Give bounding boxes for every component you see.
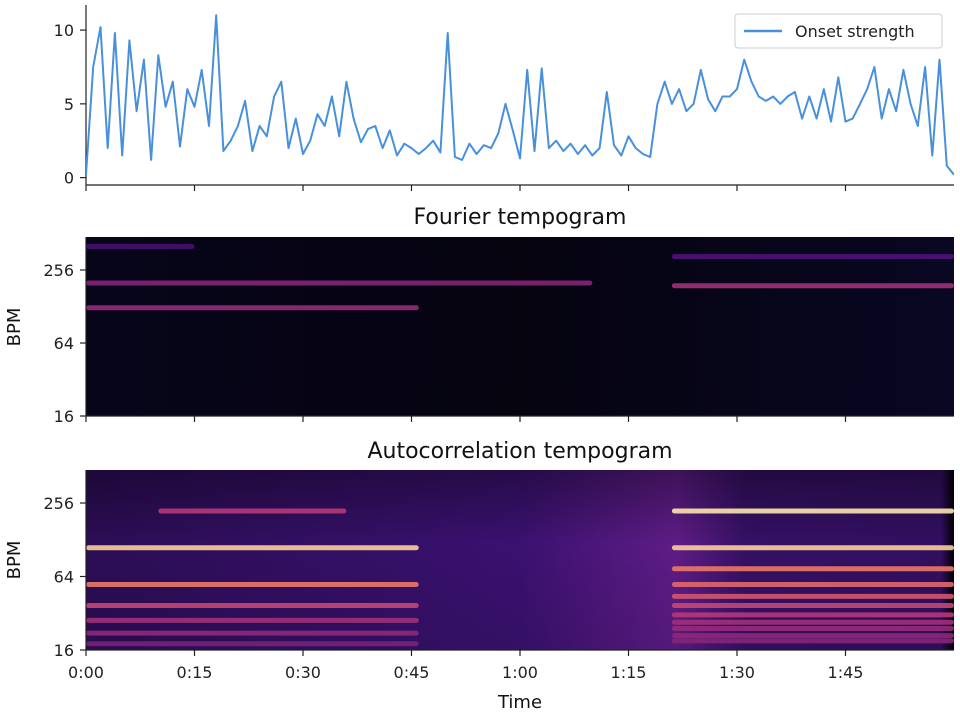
- autocorrelation-band: [86, 603, 419, 609]
- fourier-y-tick-label: 256: [43, 261, 74, 280]
- onset-x-ticks: [85, 185, 847, 191]
- onset-panel: 0 5 10 Onset strength: [54, 5, 954, 191]
- autocorrelation-x-ticks: 0:00 0:15 0:30 0:45 1:00 1:15 1:30 1:45: [68, 650, 863, 682]
- autocorrelation-x-tick-label: 1:45: [828, 663, 864, 682]
- autocorrelation-band: [86, 545, 419, 551]
- autocorrelation-band: [671, 612, 954, 618]
- autocorrelation-y-tick-label: 64: [54, 568, 74, 587]
- autocorrelation-bands: [86, 508, 954, 647]
- onset-y-ticks: 0 5 10: [54, 21, 86, 188]
- fourier-y-ticks: 16 64 256: [43, 261, 86, 426]
- onset-y-tick-label: 0: [64, 169, 74, 188]
- fourier-heatmap-bg: [86, 237, 954, 416]
- fourier-ylabel: BPM: [4, 308, 25, 347]
- legend-label: Onset strength: [795, 22, 915, 41]
- autocorrelation-band: [671, 545, 954, 551]
- fourier-panel: Fourier tempogram 16 64 256 BPM: [4, 205, 954, 426]
- fourier-y-tick-label: 16: [54, 407, 74, 426]
- fourier-x-ticks: [85, 416, 847, 422]
- autocorrelation-y-tick-label: 16: [54, 641, 74, 660]
- autocorrelation-x-tick-label: 0:45: [394, 663, 430, 682]
- autocorrelation-ylabel: BPM: [4, 541, 25, 580]
- autocorrelation-band: [86, 617, 419, 623]
- autocorrelation-y-ticks: 16 64 256: [43, 494, 86, 660]
- onset-y-tick-label: 5: [64, 95, 74, 114]
- autocorrelation-x-tick-label: 1:15: [611, 663, 647, 682]
- fourier-bands: [86, 243, 954, 311]
- autocorrelation-title: Autocorrelation tempogram: [367, 439, 672, 464]
- autocorrelation-band: [86, 582, 419, 588]
- fourier-band: [86, 243, 195, 249]
- autocorrelation-band: [671, 582, 954, 588]
- autocorrelation-band: [671, 566, 954, 572]
- autocorrelation-band: [671, 619, 954, 625]
- onset-y-tick-label: 10: [54, 21, 74, 40]
- autocorrelation-x-tick-label: 0:30: [285, 663, 321, 682]
- autocorrelation-band: [671, 633, 954, 639]
- autocorrelation-band: [671, 626, 954, 632]
- fourier-band: [671, 254, 954, 260]
- autocorrelation-band: [671, 593, 954, 599]
- fourier-y-tick-label: 64: [54, 334, 74, 353]
- autocorrelation-band: [158, 508, 347, 514]
- autocorrelation-x-tick-label: 1:30: [719, 663, 755, 682]
- autocorrelation-x-tick-label: 0:15: [177, 663, 213, 682]
- fourier-band: [86, 305, 419, 311]
- legend-box: [734, 13, 943, 49]
- autocorrelation-band: [671, 638, 954, 644]
- autocorrelation-band: [671, 508, 954, 514]
- autocorrelation-x-tick-label: 0:00: [68, 663, 104, 682]
- onset-legend: Onset strength: [734, 13, 943, 49]
- x-axis-label: Time: [497, 692, 542, 713]
- autocorrelation-band: [86, 641, 419, 647]
- fourier-title: Fourier tempogram: [414, 205, 627, 230]
- fourier-band: [671, 283, 954, 289]
- autocorrelation-x-tick-label: 1:00: [502, 663, 538, 682]
- autocorrelation-band: [86, 630, 419, 636]
- onset-strength-line: [86, 14, 954, 176]
- fourier-band: [86, 280, 593, 286]
- autocorrelation-band: [671, 603, 954, 609]
- autocorrelation-y-tick-label: 256: [43, 494, 74, 513]
